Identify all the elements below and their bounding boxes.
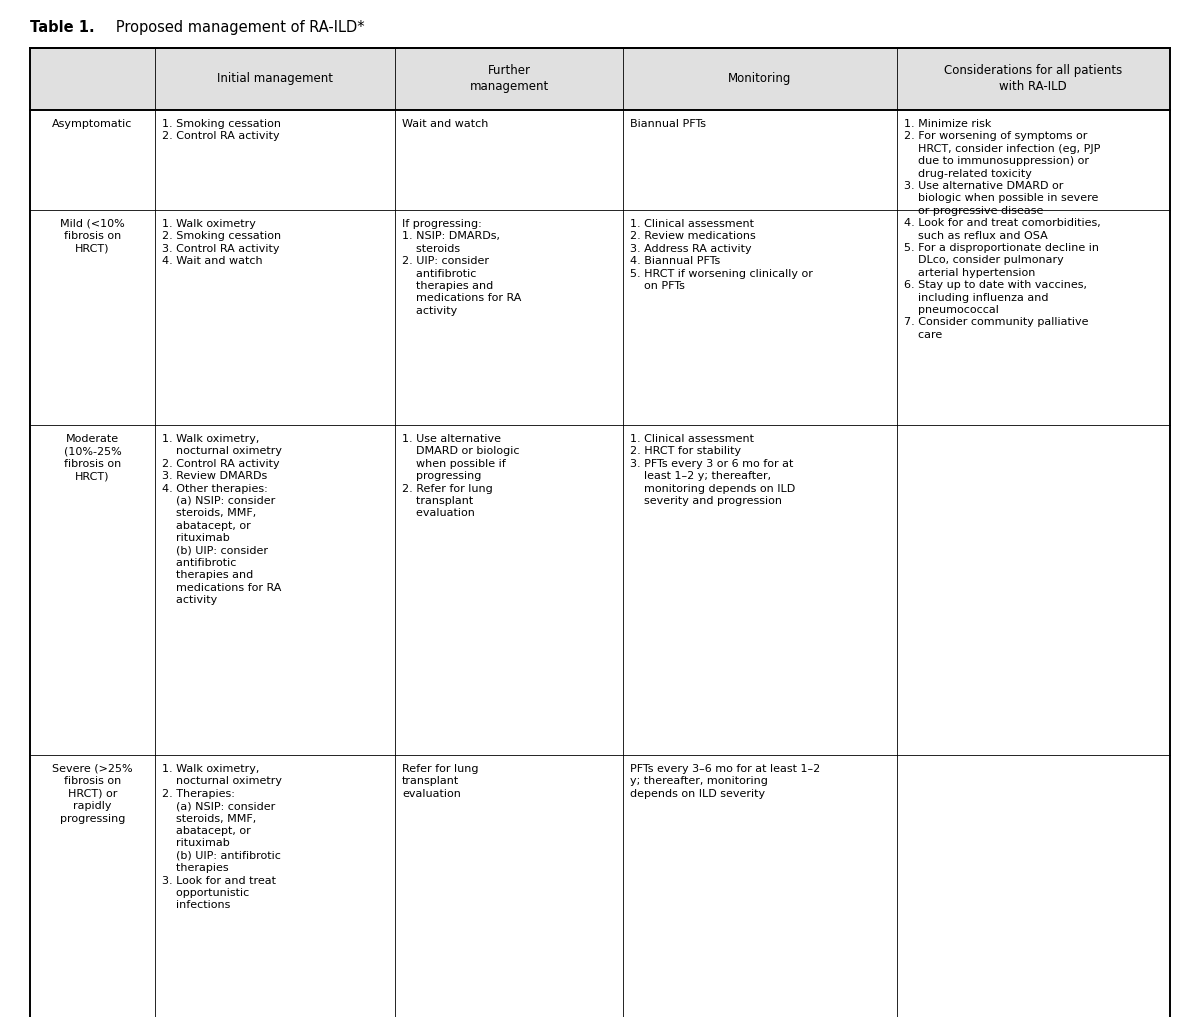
Bar — [30, 48, 155, 110]
Text: Severe (>25%
fibrosis on
HRCT) or
rapidly
progressing: Severe (>25% fibrosis on HRCT) or rapidl… — [52, 764, 133, 824]
Text: Table 1.: Table 1. — [30, 20, 95, 35]
Bar — [155, 210, 395, 425]
Bar — [623, 110, 896, 210]
Text: 1. Minimize risk
2. For worsening of symptoms or
    HRCT, consider infection (e: 1. Minimize risk 2. For worsening of sym… — [904, 119, 1100, 340]
Text: Considerations for all patients
with RA-ILD: Considerations for all patients with RA-… — [944, 64, 1122, 94]
Bar — [30, 755, 155, 1017]
Text: Refer for lung
transplant
evaluation: Refer for lung transplant evaluation — [402, 764, 479, 798]
Text: Proposed management of RA-ILD*: Proposed management of RA-ILD* — [102, 20, 365, 35]
Bar — [623, 48, 896, 110]
Bar — [395, 48, 623, 110]
Text: Moderate
(10%-25%
fibrosis on
HRCT): Moderate (10%-25% fibrosis on HRCT) — [64, 434, 121, 481]
Bar — [623, 210, 896, 425]
Bar — [30, 110, 155, 210]
Bar — [623, 425, 896, 755]
Text: 1. Walk oximetry
2. Smoking cessation
3. Control RA activity
4. Wait and watch: 1. Walk oximetry 2. Smoking cessation 3.… — [162, 219, 281, 266]
Text: Monitoring: Monitoring — [728, 72, 792, 85]
Bar — [896, 425, 1170, 755]
Bar — [896, 48, 1170, 110]
Text: Wait and watch: Wait and watch — [402, 119, 488, 129]
Text: Initial management: Initial management — [217, 72, 332, 85]
Text: 1. Clinical assessment
2. HRCT for stability
3. PFTs every 3 or 6 mo for at
    : 1. Clinical assessment 2. HRCT for stabi… — [630, 434, 796, 506]
Text: 1. Smoking cessation
2. Control RA activity: 1. Smoking cessation 2. Control RA activ… — [162, 119, 281, 141]
Bar — [155, 425, 395, 755]
Text: If progressing:
1. NSIP: DMARDs,
    steroids
2. UIP: consider
    antifibrotic
: If progressing: 1. NSIP: DMARDs, steroid… — [402, 219, 521, 316]
Bar — [30, 425, 155, 755]
Bar — [395, 755, 623, 1017]
Bar — [896, 755, 1170, 1017]
Bar — [395, 210, 623, 425]
Text: 1. Walk oximetry,
    nocturnal oximetry
2. Therapies:
    (a) NSIP: consider
  : 1. Walk oximetry, nocturnal oximetry 2. … — [162, 764, 282, 910]
Bar — [623, 755, 896, 1017]
Bar — [155, 48, 395, 110]
Bar — [395, 110, 623, 210]
Text: Mild (<10%
fibrosis on
HRCT): Mild (<10% fibrosis on HRCT) — [60, 219, 125, 254]
Text: PFTs every 3–6 mo for at least 1–2
y; thereafter, monitoring
depends on ILD seve: PFTs every 3–6 mo for at least 1–2 y; th… — [630, 764, 821, 798]
Bar — [155, 755, 395, 1017]
Bar — [30, 210, 155, 425]
Text: 1. Walk oximetry,
    nocturnal oximetry
2. Control RA activity
3. Review DMARDs: 1. Walk oximetry, nocturnal oximetry 2. … — [162, 434, 282, 605]
Bar — [395, 425, 623, 755]
Text: 1. Clinical assessment
2. Review medications
3. Address RA activity
4. Biannual : 1. Clinical assessment 2. Review medicat… — [630, 219, 814, 291]
Bar — [155, 110, 395, 210]
Text: Asymptomatic: Asymptomatic — [53, 119, 132, 129]
Text: Further
management: Further management — [469, 64, 548, 94]
Text: 1. Use alternative
    DMARD or biologic
    when possible if
    progressing
2.: 1. Use alternative DMARD or biologic whe… — [402, 434, 520, 519]
Bar — [896, 110, 1170, 425]
Text: Biannual PFTs: Biannual PFTs — [630, 119, 706, 129]
